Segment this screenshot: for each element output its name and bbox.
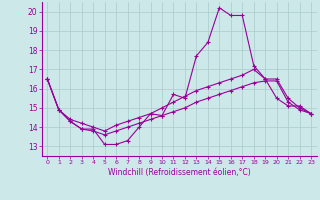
X-axis label: Windchill (Refroidissement éolien,°C): Windchill (Refroidissement éolien,°C)	[108, 168, 251, 177]
